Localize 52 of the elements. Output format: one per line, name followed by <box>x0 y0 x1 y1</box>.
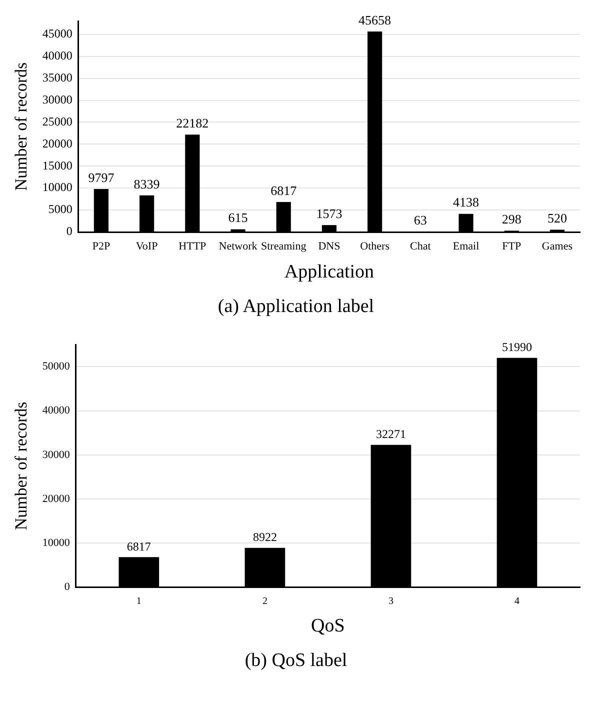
data-label: 6817 <box>270 182 298 198</box>
x-axis-title: QoS <box>311 616 345 637</box>
x-tick-label: P2P <box>92 240 110 252</box>
x-tick-label: Games <box>542 240 572 252</box>
y-tick-label: 40000 <box>42 48 72 62</box>
x-tick-label: Chat <box>410 240 431 252</box>
data-label: 615 <box>228 210 248 226</box>
data-label: 63 <box>414 212 427 228</box>
data-label: 8922 <box>252 530 277 544</box>
y-tick-label: 30000 <box>42 448 70 461</box>
y-tick-label: 5000 <box>48 202 72 216</box>
data-label: 32271 <box>376 427 406 442</box>
y-tick-label: 25000 <box>42 114 72 128</box>
x-tick-label: 3 <box>388 596 394 607</box>
data-label: 45658 <box>358 12 392 28</box>
y-tick-label: 15000 <box>42 158 72 172</box>
y-tick-label: 45000 <box>42 26 72 41</box>
x-tick-label: Others <box>360 240 390 252</box>
x-axis-title: Application <box>284 262 375 283</box>
x-tick-label: VoIP <box>136 240 158 252</box>
y-tick-label: 0 <box>66 224 72 238</box>
data-label: 298 <box>502 212 522 227</box>
y-tick-label: 20000 <box>42 136 72 150</box>
y-axis-title: Number of records <box>12 402 31 530</box>
data-label: 4138 <box>453 194 479 210</box>
text: (a) Application label <box>216 296 376 318</box>
y-tick-label: 40000 <box>42 404 70 417</box>
y-tick-label: 30000 <box>42 92 72 106</box>
x-tick-label: Network <box>218 240 258 252</box>
y-tick-label: 10000 <box>42 536 70 549</box>
data-label: 1573 <box>316 206 342 222</box>
y-tick-label: 35000 <box>42 70 72 84</box>
x-tick-label: Email <box>452 240 480 252</box>
x-tick-label: 1 <box>136 596 142 607</box>
x-tick-label: FTP <box>502 240 522 252</box>
x-tick-label: DNS <box>318 240 340 252</box>
data-label: 51990 <box>502 340 532 354</box>
data-label: 520 <box>547 210 567 226</box>
x-tick-label: HTTP <box>178 240 206 252</box>
x-tick-label: 2 <box>262 596 268 607</box>
y-tick-label: 50000 <box>42 360 70 373</box>
data-label: 6817 <box>126 539 151 554</box>
x-tick-label: Streaming <box>260 240 307 252</box>
y-tick-label: 20000 <box>42 492 70 505</box>
y-tick-label: 10000 <box>42 180 72 194</box>
y-axis-title: Number of records <box>12 62 31 191</box>
text: (b) QoS label <box>244 650 348 672</box>
data-label: 8339 <box>134 176 160 192</box>
y-tick-label: 0 <box>64 581 70 594</box>
data-label: 9797 <box>88 170 115 185</box>
data-label: 22182 <box>176 116 209 131</box>
x-tick-label: 4 <box>514 596 520 607</box>
